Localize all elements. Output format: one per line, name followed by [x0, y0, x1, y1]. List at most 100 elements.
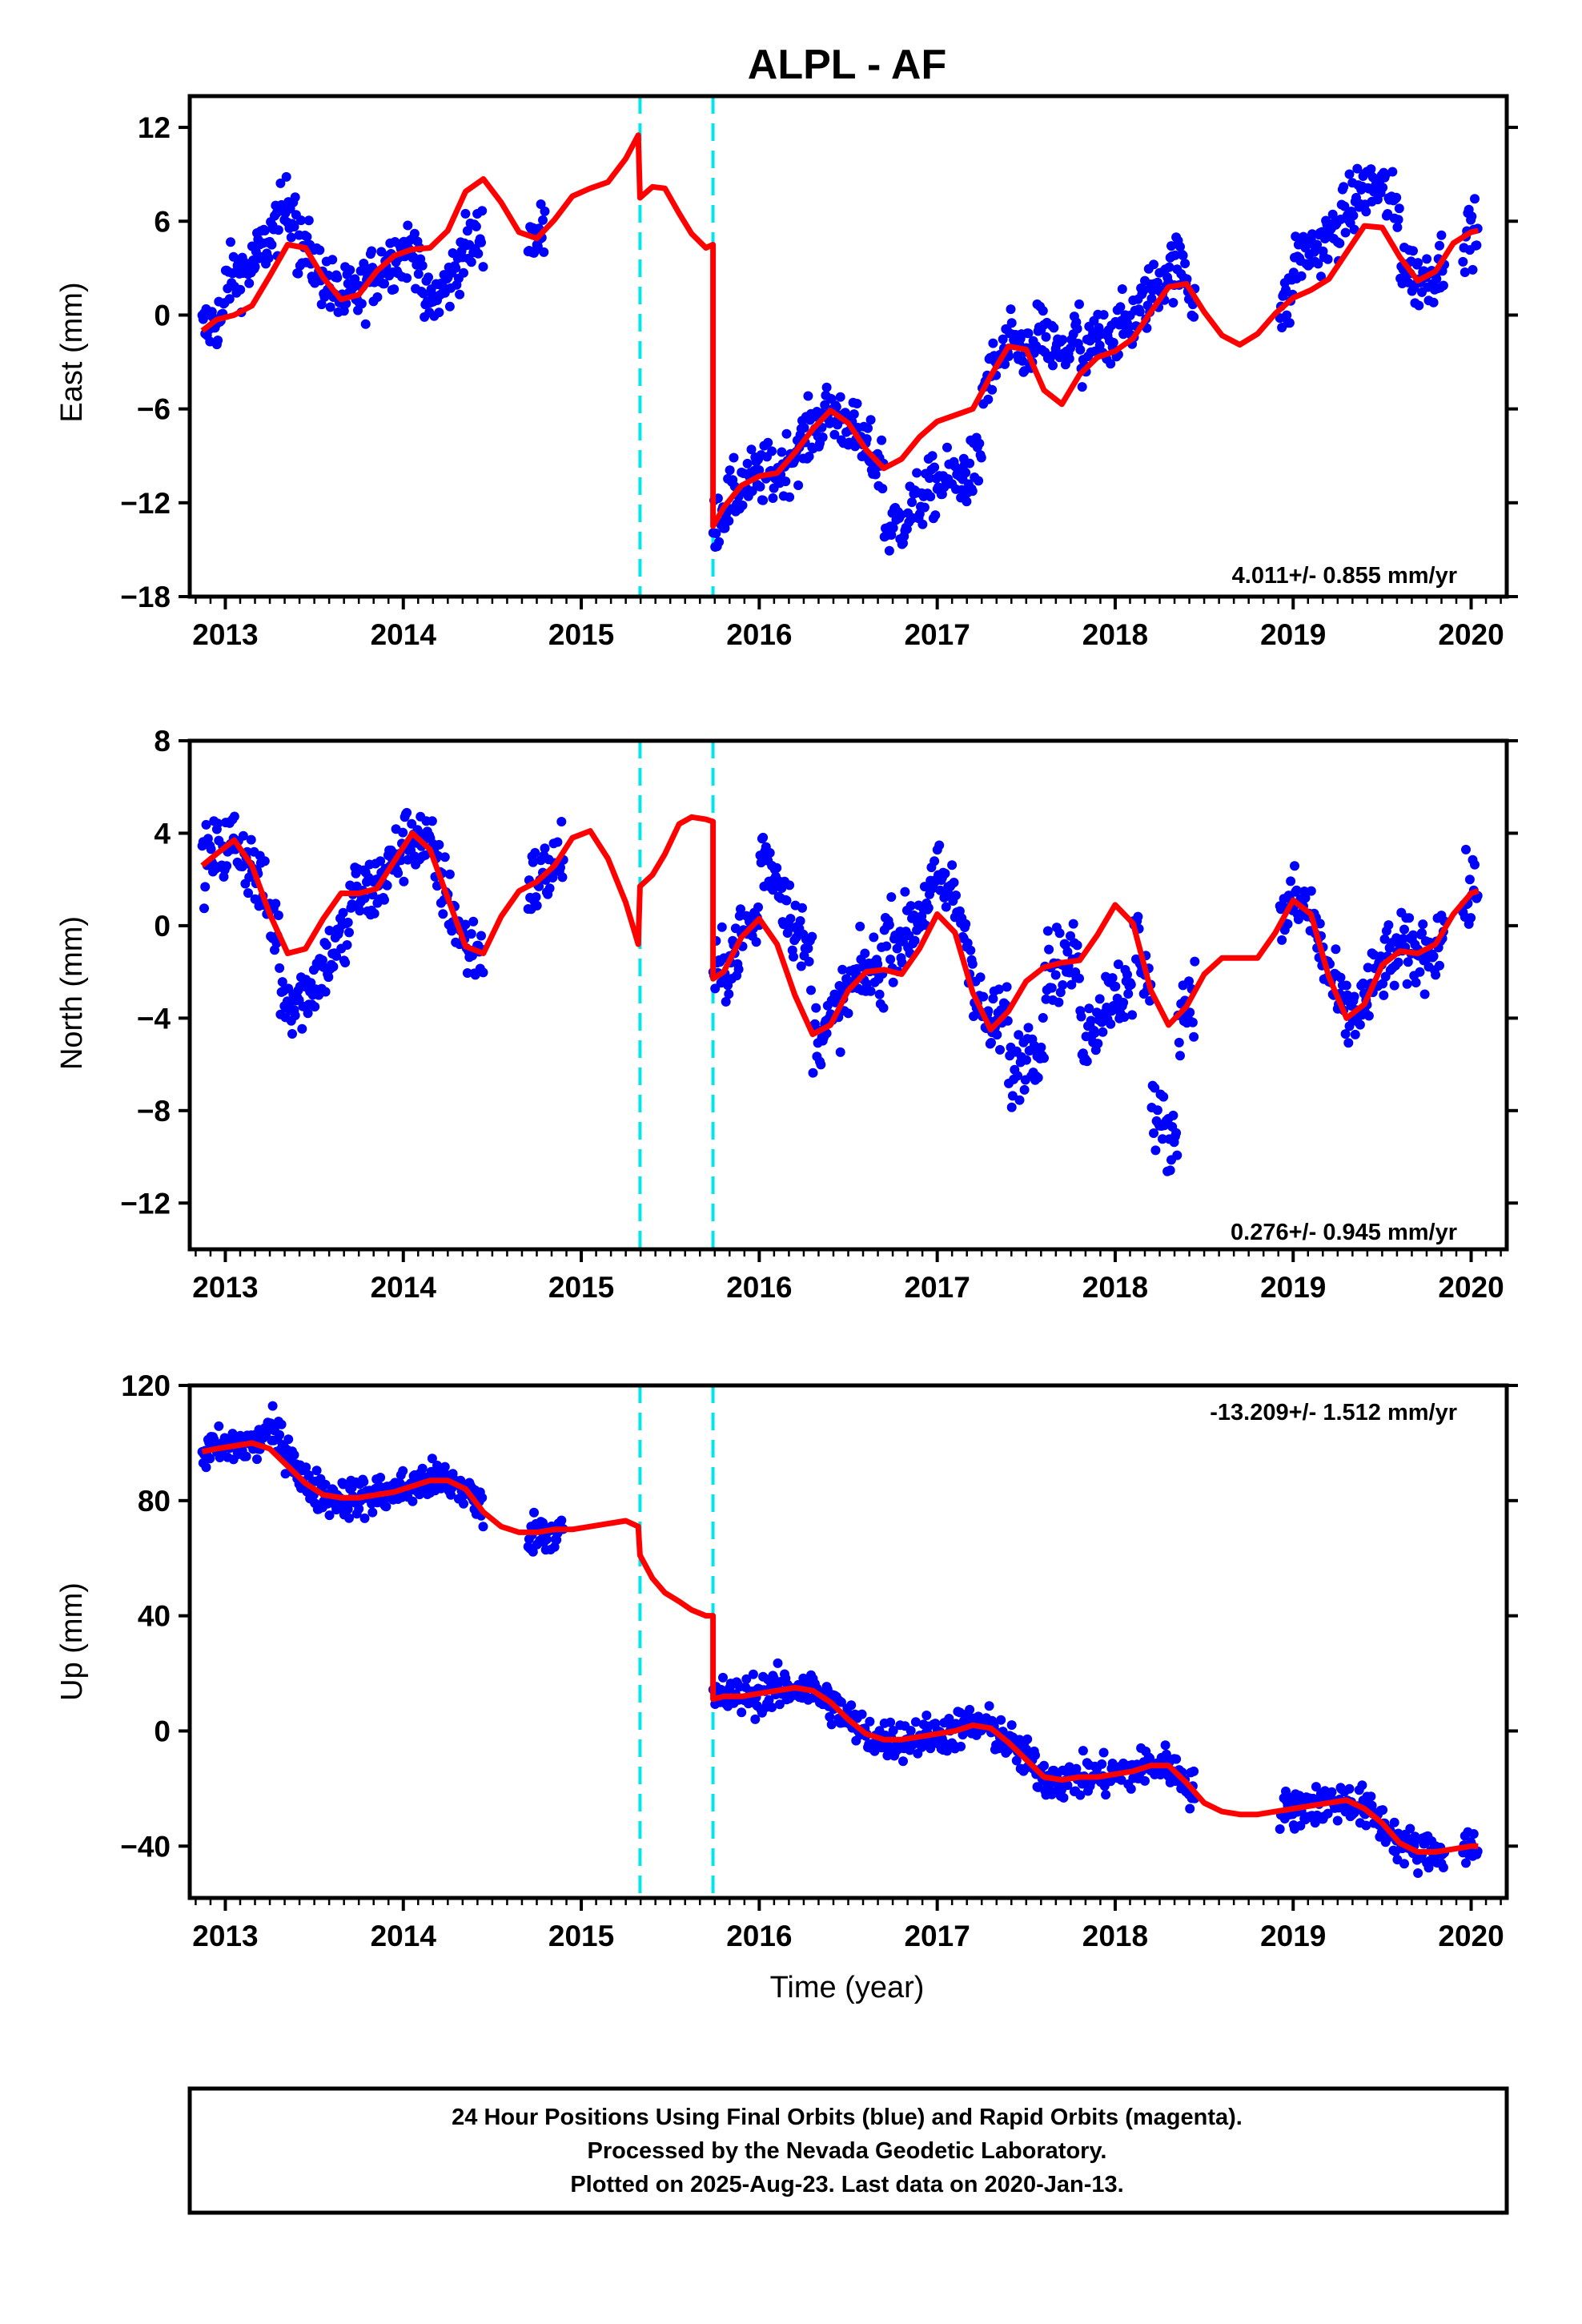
north-point	[1189, 1031, 1199, 1042]
north-point	[1158, 1092, 1169, 1102]
north-point	[243, 888, 253, 899]
east-point	[1323, 254, 1333, 264]
east-model-line	[200, 132, 1480, 529]
north-point	[888, 977, 898, 987]
north-point	[1187, 1017, 1198, 1027]
north-point	[320, 987, 331, 997]
east-point	[539, 247, 549, 257]
north-point	[200, 882, 211, 892]
north-xtick-label: 2018	[1082, 1271, 1148, 1304]
east-point	[350, 274, 360, 284]
east-point	[817, 432, 828, 442]
north-ytick-label: −4	[137, 1002, 171, 1035]
up-point	[1022, 1734, 1033, 1744]
east-point	[1422, 254, 1432, 264]
north-point	[1149, 1128, 1158, 1138]
up-ytick-label: 120	[121, 1369, 171, 1402]
east-point	[714, 537, 725, 547]
up-model	[201, 1440, 1479, 1855]
up-point	[359, 1513, 370, 1523]
up-point	[205, 1454, 215, 1464]
north-point	[811, 1003, 821, 1013]
north-point	[1002, 982, 1012, 992]
up-point	[1116, 1775, 1126, 1785]
east-point	[1467, 211, 1477, 222]
north-ytick-label: 8	[154, 725, 171, 758]
east-point	[296, 215, 306, 226]
north-point	[796, 961, 806, 971]
north-point	[460, 919, 471, 930]
up-point	[984, 1701, 994, 1711]
up-point	[1126, 1783, 1136, 1794]
up-point	[737, 1707, 747, 1718]
north-point	[1039, 1053, 1049, 1063]
east-point	[927, 451, 938, 461]
north-point	[1393, 957, 1403, 967]
east-point	[434, 308, 444, 318]
north-point	[398, 827, 408, 838]
north-point	[892, 943, 902, 954]
north-point	[359, 893, 370, 903]
north-point	[1158, 1134, 1167, 1144]
footer-line-2: Processed by the Nevada Geodetic Laborat…	[588, 2138, 1107, 2164]
east-point	[1098, 310, 1109, 320]
east-point	[444, 301, 455, 312]
east-point	[226, 237, 235, 247]
east-point	[1344, 169, 1355, 179]
east-point	[417, 260, 428, 271]
north-point	[869, 932, 879, 943]
north-point	[1290, 861, 1299, 871]
up-point	[996, 1715, 1006, 1725]
east-point	[1134, 307, 1145, 317]
east-xtick-label: 2015	[548, 618, 614, 651]
north-point	[1042, 926, 1053, 936]
up-point	[1078, 1746, 1088, 1756]
north-point	[781, 895, 792, 906]
up-point	[1098, 1747, 1109, 1758]
north-point	[881, 941, 892, 951]
up-point	[1140, 1775, 1150, 1786]
north-point	[1113, 959, 1123, 970]
east-point	[250, 262, 260, 272]
north-point	[344, 927, 354, 938]
north-point	[951, 891, 961, 900]
east-point	[281, 171, 291, 182]
north-point	[1098, 1027, 1108, 1037]
east-point	[1072, 324, 1082, 334]
north-point	[1152, 1105, 1162, 1116]
up-point	[381, 1502, 391, 1512]
north-point	[1046, 983, 1057, 993]
east-xtick-label: 2019	[1260, 618, 1326, 651]
north-xtick-label: 2016	[726, 1271, 792, 1304]
up-point	[320, 1479, 331, 1490]
north-point	[382, 880, 392, 891]
east-point	[1291, 231, 1301, 242]
east-point	[1340, 227, 1351, 238]
north-point	[399, 876, 409, 887]
east-point	[1189, 312, 1199, 322]
north-point	[909, 935, 920, 946]
east-point	[768, 493, 778, 503]
up-point	[965, 1704, 975, 1715]
up-point	[1045, 1779, 1055, 1789]
east-panel: 12 6 0 −6 −12 −18 2013 2014 2015 2016 2017 2018 2019…	[55, 94, 1518, 651]
east-point	[213, 336, 223, 345]
north-point	[203, 834, 213, 844]
east-point	[1435, 240, 1444, 251]
east-point	[235, 284, 246, 295]
east-point	[259, 226, 270, 235]
north-point	[1343, 1038, 1354, 1048]
east-point	[290, 192, 300, 203]
north-point	[290, 1011, 300, 1020]
east-point	[1393, 215, 1403, 225]
east-point	[987, 384, 998, 395]
east-point	[1378, 183, 1388, 193]
up-point	[267, 1401, 278, 1411]
east-point	[1006, 318, 1017, 328]
north-point	[407, 818, 417, 829]
north-point	[379, 895, 389, 905]
north-point	[1277, 935, 1287, 945]
north-point	[393, 868, 404, 879]
east-point	[737, 501, 748, 510]
up-xlabel: Time (year)	[770, 1971, 925, 2004]
